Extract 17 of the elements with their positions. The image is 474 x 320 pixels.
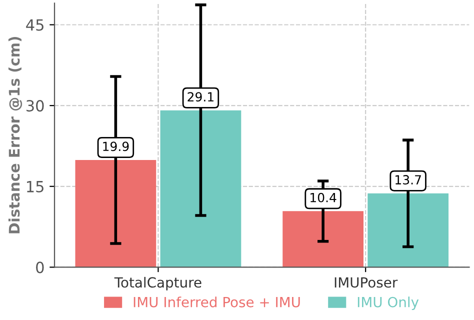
y-tick-label: 45	[26, 19, 44, 31]
y-axis-title: Distance Error @1s (cm)	[8, 37, 22, 234]
data-label: 19.9	[103, 142, 129, 152]
x-tick-label: IMUPoser	[334, 277, 398, 288]
bar	[160, 110, 242, 268]
legend-label: IMU Inferred Pose + IMU	[134, 296, 300, 308]
bar	[282, 211, 364, 268]
x-tick-label: TotalCapture	[114, 276, 202, 290]
data-label: 10.4	[310, 192, 336, 202]
data-label: 13.7	[396, 175, 421, 185]
y-tick-label: 15	[27, 181, 44, 192]
y-tick-label: 30	[26, 100, 44, 112]
legend-label: IMU Only	[358, 296, 419, 310]
y-tick-label: 0	[36, 262, 44, 274]
bar	[75, 160, 156, 268]
bar	[368, 193, 449, 268]
data-label: 29.1	[188, 92, 214, 102]
